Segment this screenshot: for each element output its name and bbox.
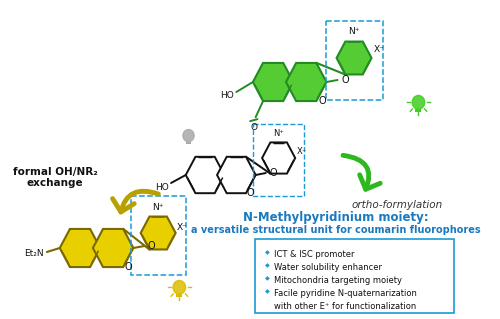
Text: Facile pyridine N-quaternarization: Facile pyridine N-quaternarization (274, 289, 417, 298)
Text: O: O (318, 96, 326, 106)
Bar (253, 124, 304, 196)
Text: X⁻: X⁻ (296, 147, 306, 157)
Text: Water solubility enhancer: Water solubility enhancer (274, 263, 382, 272)
Text: X⁻: X⁻ (176, 222, 188, 232)
Text: formal OH/NR₂: formal OH/NR₂ (13, 167, 98, 177)
Polygon shape (93, 229, 134, 267)
Text: ortho-formylation: ortho-formylation (352, 200, 443, 210)
Text: Et₂N: Et₂N (24, 249, 44, 257)
FancyBboxPatch shape (416, 109, 422, 112)
Text: O: O (125, 262, 132, 272)
FancyBboxPatch shape (176, 294, 182, 297)
FancyBboxPatch shape (254, 239, 454, 313)
Polygon shape (217, 157, 256, 193)
Text: O: O (247, 188, 254, 198)
Text: N⁺: N⁺ (348, 26, 360, 35)
FancyArrowPatch shape (343, 155, 380, 189)
Text: O: O (250, 122, 258, 132)
Text: a versatile structural unit for coumarin fluorophores: a versatile structural unit for coumarin… (191, 225, 480, 235)
Text: O: O (270, 168, 277, 178)
FancyBboxPatch shape (186, 142, 191, 145)
Text: with other E⁺ for functionalization: with other E⁺ for functionalization (274, 302, 416, 311)
Polygon shape (253, 63, 294, 101)
Text: ◆: ◆ (265, 263, 270, 268)
Polygon shape (336, 41, 372, 74)
Circle shape (173, 280, 186, 294)
Bar (130, 196, 186, 275)
Text: X⁻: X⁻ (374, 46, 384, 55)
Text: exchange: exchange (27, 178, 84, 188)
Polygon shape (60, 229, 100, 267)
Text: ◆: ◆ (265, 276, 270, 281)
Text: O: O (148, 241, 156, 251)
Polygon shape (262, 142, 295, 174)
Text: ICT & ISC promoter: ICT & ISC promoter (274, 250, 354, 259)
Circle shape (183, 130, 194, 142)
Circle shape (412, 95, 424, 109)
Text: N⁺: N⁺ (152, 203, 164, 211)
Text: N⁺: N⁺ (273, 129, 284, 137)
Text: ◆: ◆ (265, 289, 270, 294)
Text: O: O (341, 75, 348, 85)
Polygon shape (186, 157, 224, 193)
Text: HO: HO (155, 182, 168, 191)
Polygon shape (286, 63, 327, 101)
Text: HO: HO (220, 92, 234, 100)
Text: ◆: ◆ (265, 250, 270, 255)
Polygon shape (140, 217, 175, 249)
Text: Mitochondria targeting moiety: Mitochondria targeting moiety (274, 276, 402, 285)
Bar (326, 21, 382, 100)
Text: N-Methylpyridinium moiety:: N-Methylpyridinium moiety: (243, 211, 428, 225)
FancyArrowPatch shape (112, 191, 158, 212)
